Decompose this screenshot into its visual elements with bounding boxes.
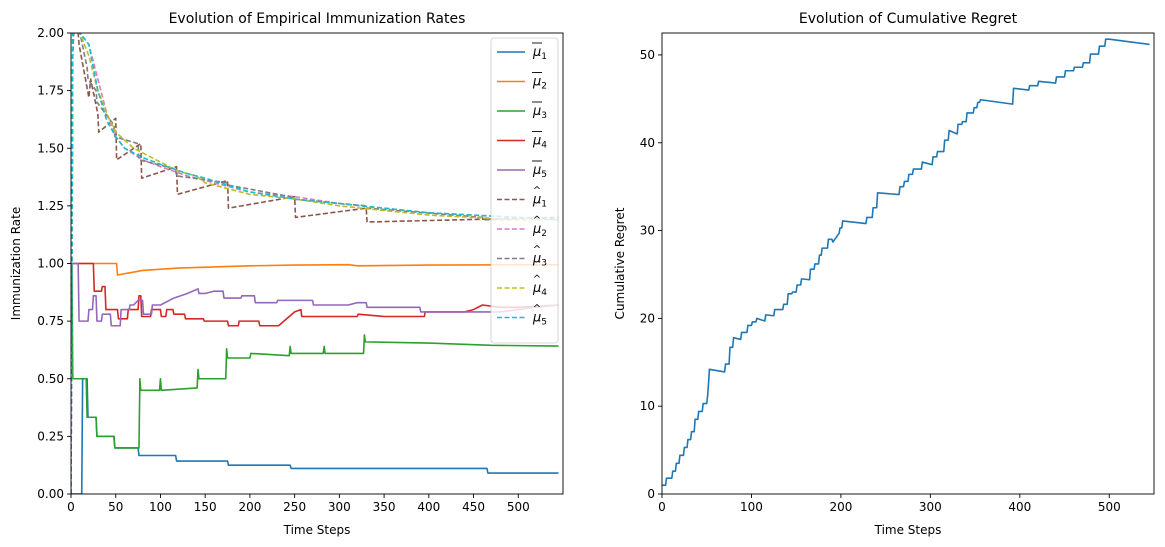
x-tick-label: 400 bbox=[417, 500, 440, 514]
y-tick-label: 1.50 bbox=[37, 141, 64, 155]
x-tick-label: 450 bbox=[462, 500, 485, 514]
y-tick-label: 1.25 bbox=[37, 199, 64, 213]
series-line-1 bbox=[662, 38, 1150, 487]
x-tick-label: 100 bbox=[149, 500, 172, 514]
x-tick-label: 300 bbox=[919, 500, 942, 514]
legend-label-10: μ5 bbox=[532, 311, 547, 328]
x-tick-label: 150 bbox=[194, 500, 217, 514]
legend-label-7: μ2 bbox=[532, 222, 547, 239]
x-tick-label: 500 bbox=[1098, 500, 1121, 514]
y-tick-label: 0.25 bbox=[37, 429, 64, 443]
legend-box bbox=[490, 37, 559, 344]
x-tick-label: 0 bbox=[658, 500, 666, 514]
chart-title: Evolution of Cumulative Regret bbox=[799, 11, 1018, 27]
y-tick-label: 10 bbox=[640, 399, 655, 413]
x-tick-label: 100 bbox=[740, 500, 763, 514]
chart-2: 0 100 200 300 400 500 0 10 20 30 40 50 Evolution of … bbox=[613, 11, 1155, 537]
x-axis-label: Time Steps bbox=[283, 523, 351, 537]
legend-hat-accent: ^ bbox=[533, 274, 541, 285]
legend-label-1: μ1 bbox=[532, 45, 547, 62]
legend-label-8: μ3 bbox=[532, 252, 547, 269]
series-line-2 bbox=[71, 262, 559, 276]
x-tick-label: 0 bbox=[67, 500, 75, 514]
legend-hat-accent: ^ bbox=[533, 215, 541, 226]
y-tick-label: 0.00 bbox=[37, 487, 64, 501]
series-line-9 bbox=[71, 33, 559, 494]
series-line-10 bbox=[71, 33, 559, 494]
x-tick-label: 350 bbox=[373, 500, 396, 514]
legend-hat-accent: ^ bbox=[533, 186, 541, 197]
legend-label-4: μ4 bbox=[532, 134, 547, 151]
y-tick-label: 40 bbox=[640, 136, 655, 150]
legend-label-2: μ2 bbox=[532, 75, 547, 92]
legend-label-5: μ5 bbox=[532, 163, 547, 180]
legend-label-3: μ3 bbox=[532, 104, 547, 121]
chart-title: Evolution of Empirical Immunization Rate… bbox=[169, 11, 466, 27]
x-tick-label: 200 bbox=[238, 500, 261, 514]
x-tick-label: 50 bbox=[108, 500, 123, 514]
series-group bbox=[662, 38, 1150, 487]
series-line-1 bbox=[71, 377, 559, 494]
x-tick-label: 500 bbox=[507, 500, 530, 514]
x-tick-label: 250 bbox=[283, 500, 306, 514]
y-tick-label: 20 bbox=[640, 311, 655, 325]
y-tick-label: 30 bbox=[640, 224, 655, 238]
y-tick-label: 50 bbox=[640, 48, 655, 62]
series-line-5 bbox=[71, 262, 559, 327]
y-tick-label: 0 bbox=[647, 487, 655, 501]
chart-1: 0 50 100 150 200 250 300 350 400 450 500 0.00 0.25 0.… bbox=[9, 11, 564, 537]
axes-frame bbox=[70, 32, 564, 495]
x-tick-label: 300 bbox=[328, 500, 351, 514]
x-tick-label: 400 bbox=[1008, 500, 1031, 514]
series-line-8 bbox=[71, 33, 559, 494]
y-tick-label: 2.00 bbox=[37, 26, 64, 40]
legend-label-6: μ1 bbox=[532, 193, 547, 210]
series-line-7 bbox=[71, 33, 559, 494]
legend-hat-accent: ^ bbox=[533, 245, 541, 256]
series-line-3 bbox=[71, 262, 559, 449]
y-tick-label: 1.75 bbox=[37, 84, 64, 98]
axes-frame bbox=[661, 32, 1155, 495]
y-axis-label: Cumulative Regret bbox=[613, 207, 627, 319]
x-axis-label: Time Steps bbox=[874, 523, 942, 537]
y-tick-label: 1.00 bbox=[37, 257, 64, 271]
y-axis-label: Immunization Rate bbox=[9, 207, 23, 320]
series-group bbox=[71, 33, 559, 494]
series-line-6 bbox=[71, 33, 559, 494]
y-tick-label: 0.50 bbox=[37, 372, 64, 386]
x-tick-label: 200 bbox=[829, 500, 852, 514]
y-tick-label: 0.75 bbox=[37, 314, 64, 328]
legend-hat-accent: ^ bbox=[533, 304, 541, 315]
series-line-4 bbox=[71, 262, 559, 327]
legend-label-9: μ4 bbox=[532, 281, 547, 298]
